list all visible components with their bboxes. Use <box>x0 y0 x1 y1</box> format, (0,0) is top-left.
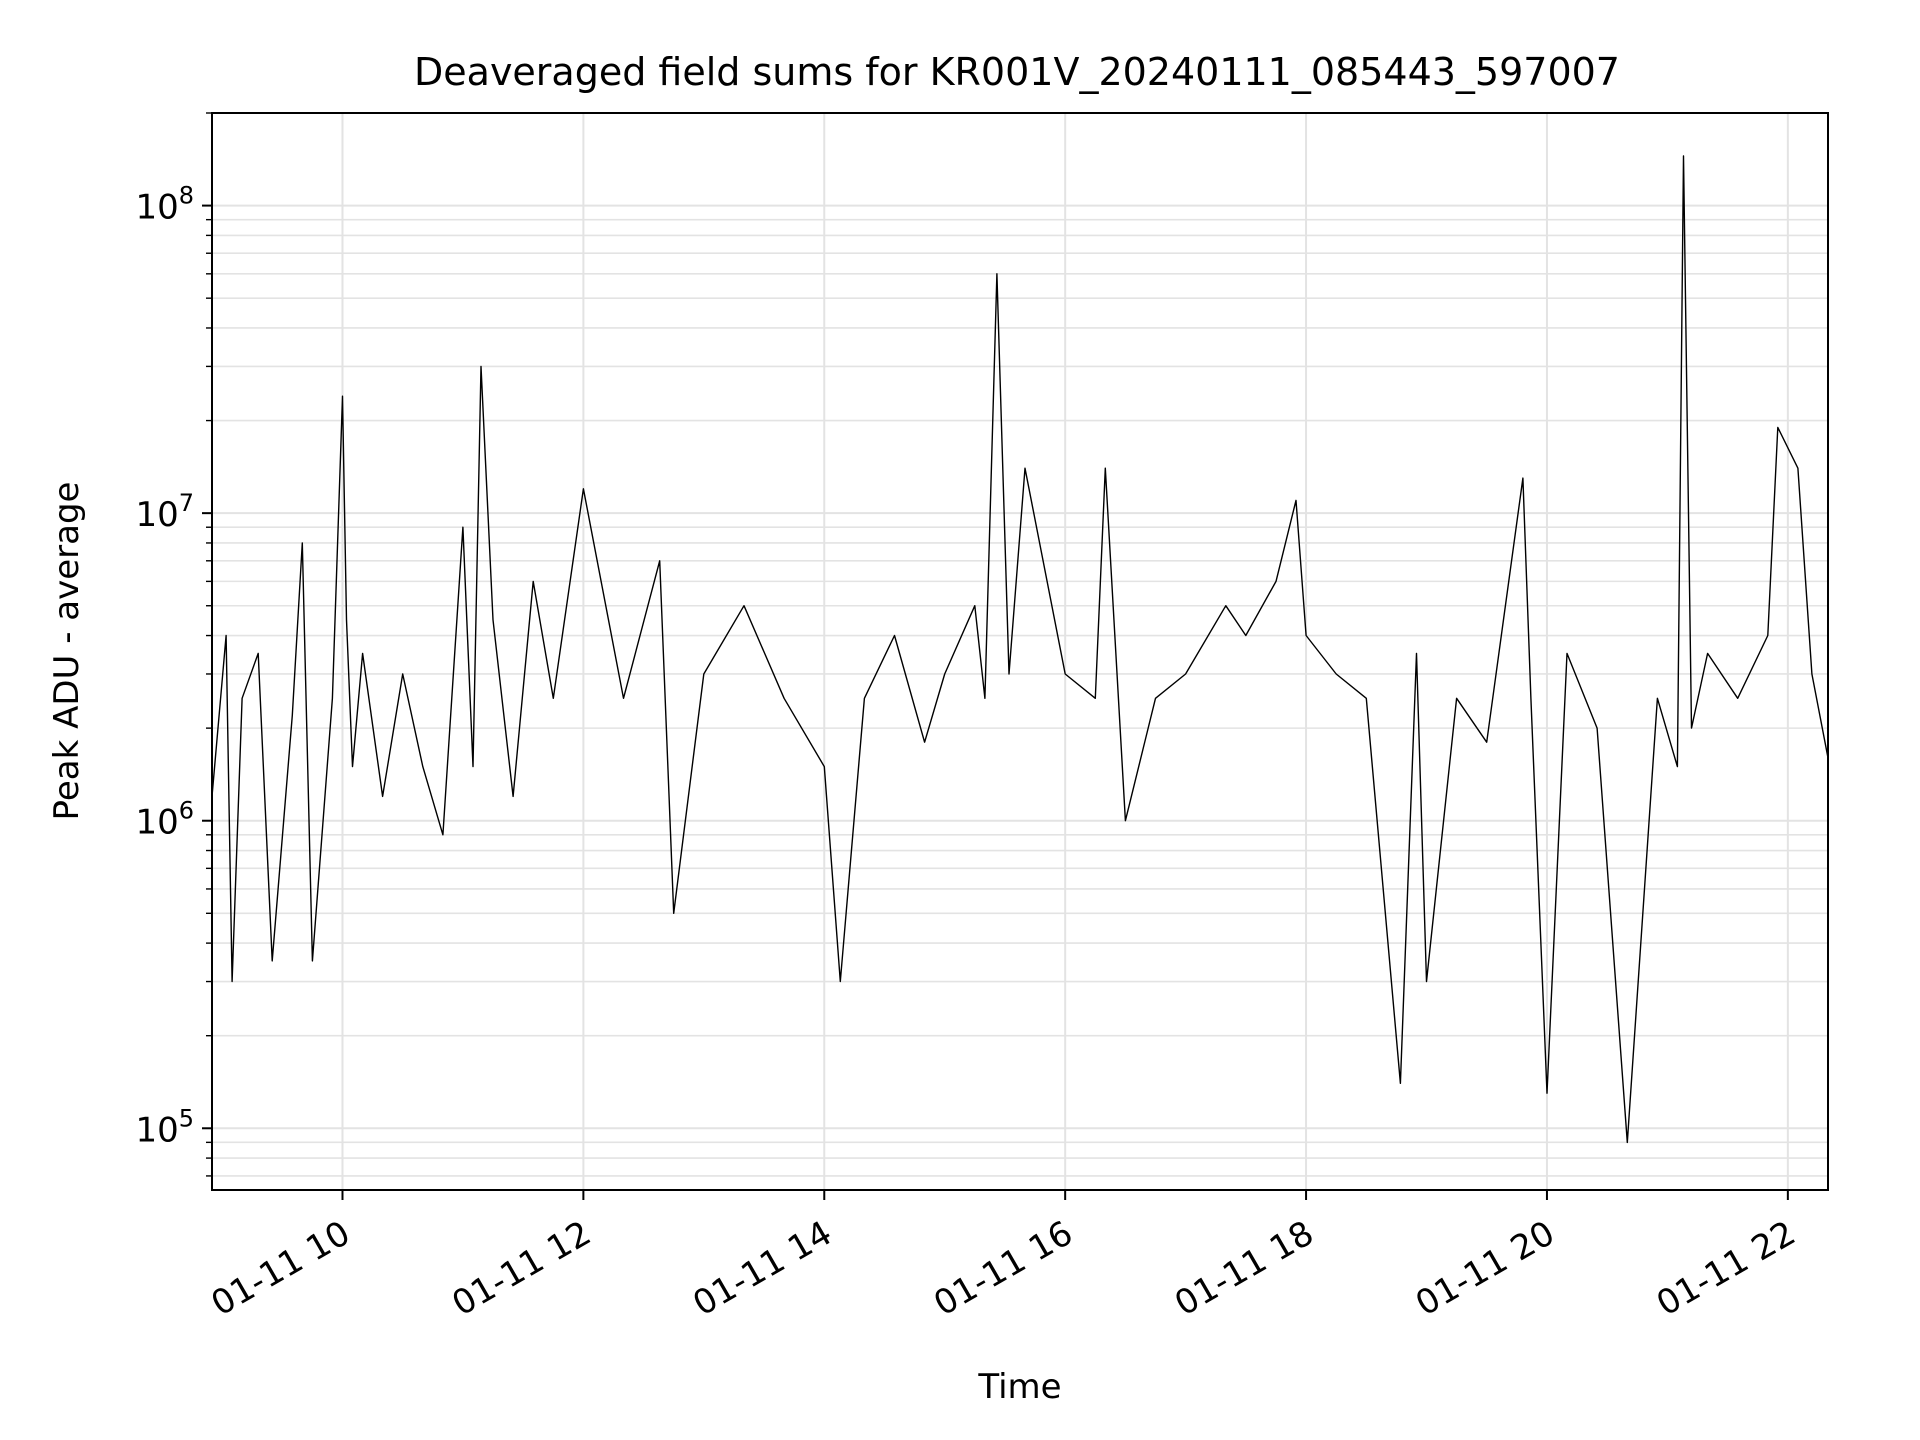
x-axis-label: Time <box>977 1367 1061 1407</box>
x-tick-label: 01-11 18 <box>1168 1213 1320 1324</box>
x-tick-label: 01-11 22 <box>1650 1213 1802 1324</box>
x-tick-label: 01-11 16 <box>927 1213 1079 1324</box>
x-axis: 01-11 10 01-11 12 01-11 14 01-11 16 01-11 18… <box>205 1190 1802 1324</box>
y-tick-label: 107 <box>135 489 194 535</box>
y-axis-label: Peak ADU - average <box>47 482 87 821</box>
x-tick-label: 01-11 14 <box>686 1213 838 1324</box>
y-tick-label: 108 <box>135 182 194 228</box>
plot-frame <box>211 112 1829 1191</box>
x-tick-label: 01-11 10 <box>205 1213 357 1324</box>
x-tick-label: 01-11 20 <box>1409 1213 1561 1324</box>
x-tick-label: 01-11 12 <box>445 1213 597 1324</box>
chart-title: Deaveraged field sums for KR001V_2024011… <box>414 50 1620 94</box>
y-tick-label: 105 <box>135 1104 194 1150</box>
y-axis: 105 106 107 108 <box>135 112 212 1177</box>
y-tick-label: 106 <box>135 797 194 843</box>
y-gridlines <box>212 112 1828 1177</box>
series-line <box>211 155 1829 1144</box>
x-gridlines <box>341 113 1789 1190</box>
